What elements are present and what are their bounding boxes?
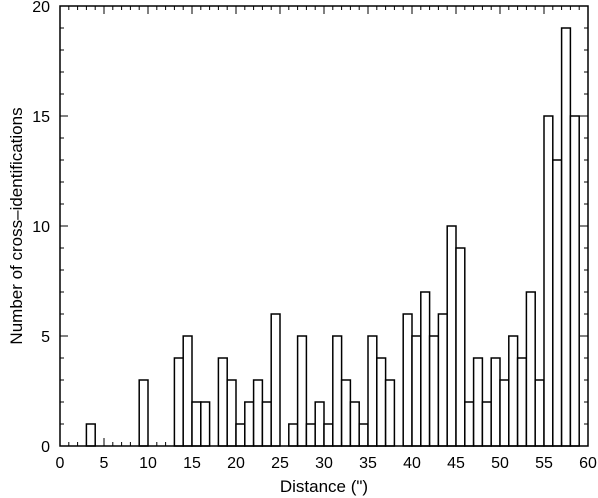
x-tick-label: 35 bbox=[359, 455, 377, 472]
histogram-bar bbox=[472, 357, 484, 447]
x-tick-label: 0 bbox=[56, 455, 65, 472]
histogram-bar bbox=[349, 401, 360, 447]
histogram-bar bbox=[516, 357, 528, 447]
histogram-bar bbox=[288, 423, 299, 447]
histogram-bar bbox=[138, 379, 149, 447]
histogram-bar bbox=[525, 291, 536, 447]
x-tick-label: 30 bbox=[315, 455, 333, 472]
histogram-bar bbox=[455, 247, 466, 447]
histogram-bar bbox=[367, 335, 378, 447]
histogram-bars bbox=[85, 27, 580, 447]
histogram-bar bbox=[85, 423, 96, 447]
x-tick-label: 10 bbox=[139, 455, 157, 472]
histogram-bar bbox=[332, 335, 343, 447]
histogram-bar bbox=[270, 313, 281, 447]
histogram-bar bbox=[428, 335, 440, 447]
histogram-bar bbox=[182, 335, 193, 447]
histogram-bar bbox=[560, 27, 572, 447]
x-tick-label: 5 bbox=[100, 455, 109, 472]
y-axis-label: Number of cross–identifications bbox=[7, 107, 26, 344]
histogram-bar bbox=[305, 423, 316, 447]
x-tick-label: 25 bbox=[271, 455, 289, 472]
x-tick-label: 60 bbox=[579, 455, 597, 472]
histogram-bar bbox=[217, 357, 228, 447]
histogram-bar bbox=[420, 291, 431, 447]
histogram-bar bbox=[226, 379, 237, 447]
histogram-bar bbox=[552, 159, 563, 447]
histogram-bar bbox=[446, 225, 457, 447]
plot-frame bbox=[59, 5, 589, 447]
histogram-bar bbox=[261, 401, 272, 447]
histogram-bar bbox=[173, 357, 184, 447]
histogram-bar bbox=[411, 335, 422, 447]
histogram-bar bbox=[543, 115, 554, 447]
histogram-bar bbox=[296, 335, 308, 447]
y-tick-label: 0 bbox=[41, 439, 50, 456]
y-tick-label: 15 bbox=[32, 109, 50, 126]
histogram-bar bbox=[508, 335, 519, 447]
histogram-bar bbox=[569, 115, 580, 447]
histogram-bar bbox=[314, 401, 325, 447]
histogram-bar bbox=[499, 379, 510, 447]
histogram-bar bbox=[235, 423, 246, 447]
histogram-bar bbox=[376, 357, 387, 447]
histogram-bar bbox=[191, 401, 202, 447]
histogram-bar bbox=[358, 423, 369, 447]
histogram-bar bbox=[464, 401, 475, 447]
histogram-bar bbox=[534, 379, 545, 447]
histogram-bar bbox=[384, 379, 396, 447]
histogram-bar bbox=[481, 401, 492, 447]
histogram-bar bbox=[340, 379, 352, 447]
histogram-bar bbox=[200, 401, 211, 447]
x-tick-label: 45 bbox=[447, 455, 465, 472]
x-tick-label: 50 bbox=[491, 455, 509, 472]
x-tick-labels: 0 5 10 15 20 25 30 35 40 45 50 55 60 bbox=[56, 455, 597, 472]
y-tick-label: 10 bbox=[32, 219, 50, 236]
histogram-bar bbox=[490, 357, 501, 447]
histogram-bar bbox=[323, 423, 334, 447]
y-tick-label: 20 bbox=[32, 0, 50, 16]
histogram-bar bbox=[244, 401, 255, 447]
x-axis-label: Distance (") bbox=[280, 477, 368, 496]
y-tick-label: 5 bbox=[41, 329, 50, 346]
x-tick-label: 40 bbox=[403, 455, 421, 472]
histogram-bar bbox=[437, 313, 448, 447]
x-tick-label: 20 bbox=[227, 455, 245, 472]
x-tick-label: 15 bbox=[183, 455, 201, 472]
y-tick-labels: 0 5 10 15 20 bbox=[32, 0, 50, 456]
x-tick-label: 55 bbox=[535, 455, 553, 472]
histogram-bar bbox=[252, 379, 264, 447]
histogram-bar bbox=[402, 313, 413, 447]
